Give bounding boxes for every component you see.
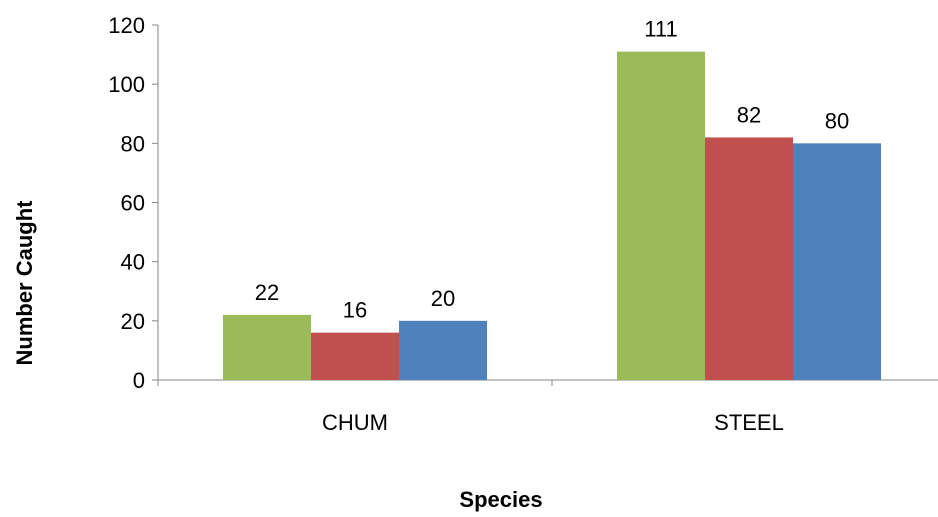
bar [793,143,881,380]
data-label: 80 [825,108,849,133]
y-tick-label: 120 [108,13,145,38]
y-tick-label: 40 [121,250,145,275]
data-label: 22 [255,280,279,305]
x-axis-title: Species [459,487,542,512]
labels: 22 16 20 CHUM 111 82 80 STEEL [255,17,849,435]
x-tick-label: CHUM [322,410,388,435]
data-label: 82 [737,102,761,127]
y-axis-title: Number Caught [12,200,37,366]
y-tick-label: 100 [108,72,145,97]
bar [399,320,487,380]
bar [311,332,399,380]
bars [223,51,881,380]
y-tick-label: 80 [121,131,145,156]
bar [223,314,311,380]
x-tick-label: STEEL [714,410,784,435]
data-label: 111 [644,17,677,42]
data-label: 20 [431,286,455,311]
bar [705,137,793,380]
y-tick-label: 60 [121,191,145,216]
data-label: 16 [343,298,367,323]
y-tick-label: 0 [133,368,145,393]
bar [617,51,705,380]
y-tick-label: 20 [121,309,145,334]
